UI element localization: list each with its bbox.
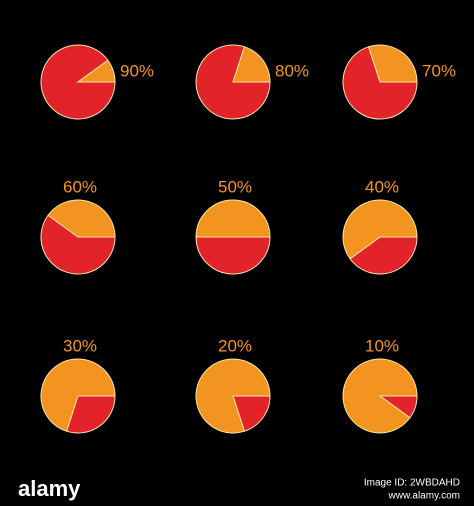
value-label: 50% [218, 177, 252, 196]
pie-slice [65, 395, 116, 434]
value-label: 10% [365, 336, 399, 355]
pie-slice [342, 46, 418, 120]
pie-slice [47, 199, 116, 238]
pie-slice [342, 199, 418, 260]
value-label: 80% [275, 61, 309, 80]
pie-slice [195, 236, 271, 275]
pie-slice [342, 358, 418, 434]
pie-slice [349, 236, 418, 275]
pie-slice [195, 199, 271, 238]
value-label: 20% [218, 336, 252, 355]
value-label: 40% [365, 177, 399, 196]
pie-slice [195, 358, 271, 434]
pie-slice [40, 358, 116, 432]
pie-slice [76, 59, 116, 83]
pie-slice [40, 214, 116, 275]
brand-logo: alamy [18, 476, 81, 501]
value-label: 60% [63, 177, 97, 196]
value-label: 30% [63, 336, 97, 355]
image-id: Image ID: 2WBDAHD [364, 478, 460, 489]
pie-slice [367, 44, 418, 83]
pie-slice [232, 395, 271, 432]
value-label: 70% [422, 61, 456, 80]
pie-slice [232, 46, 271, 83]
value-label: 90% [120, 61, 154, 80]
site: www.alamy.com [388, 491, 461, 502]
